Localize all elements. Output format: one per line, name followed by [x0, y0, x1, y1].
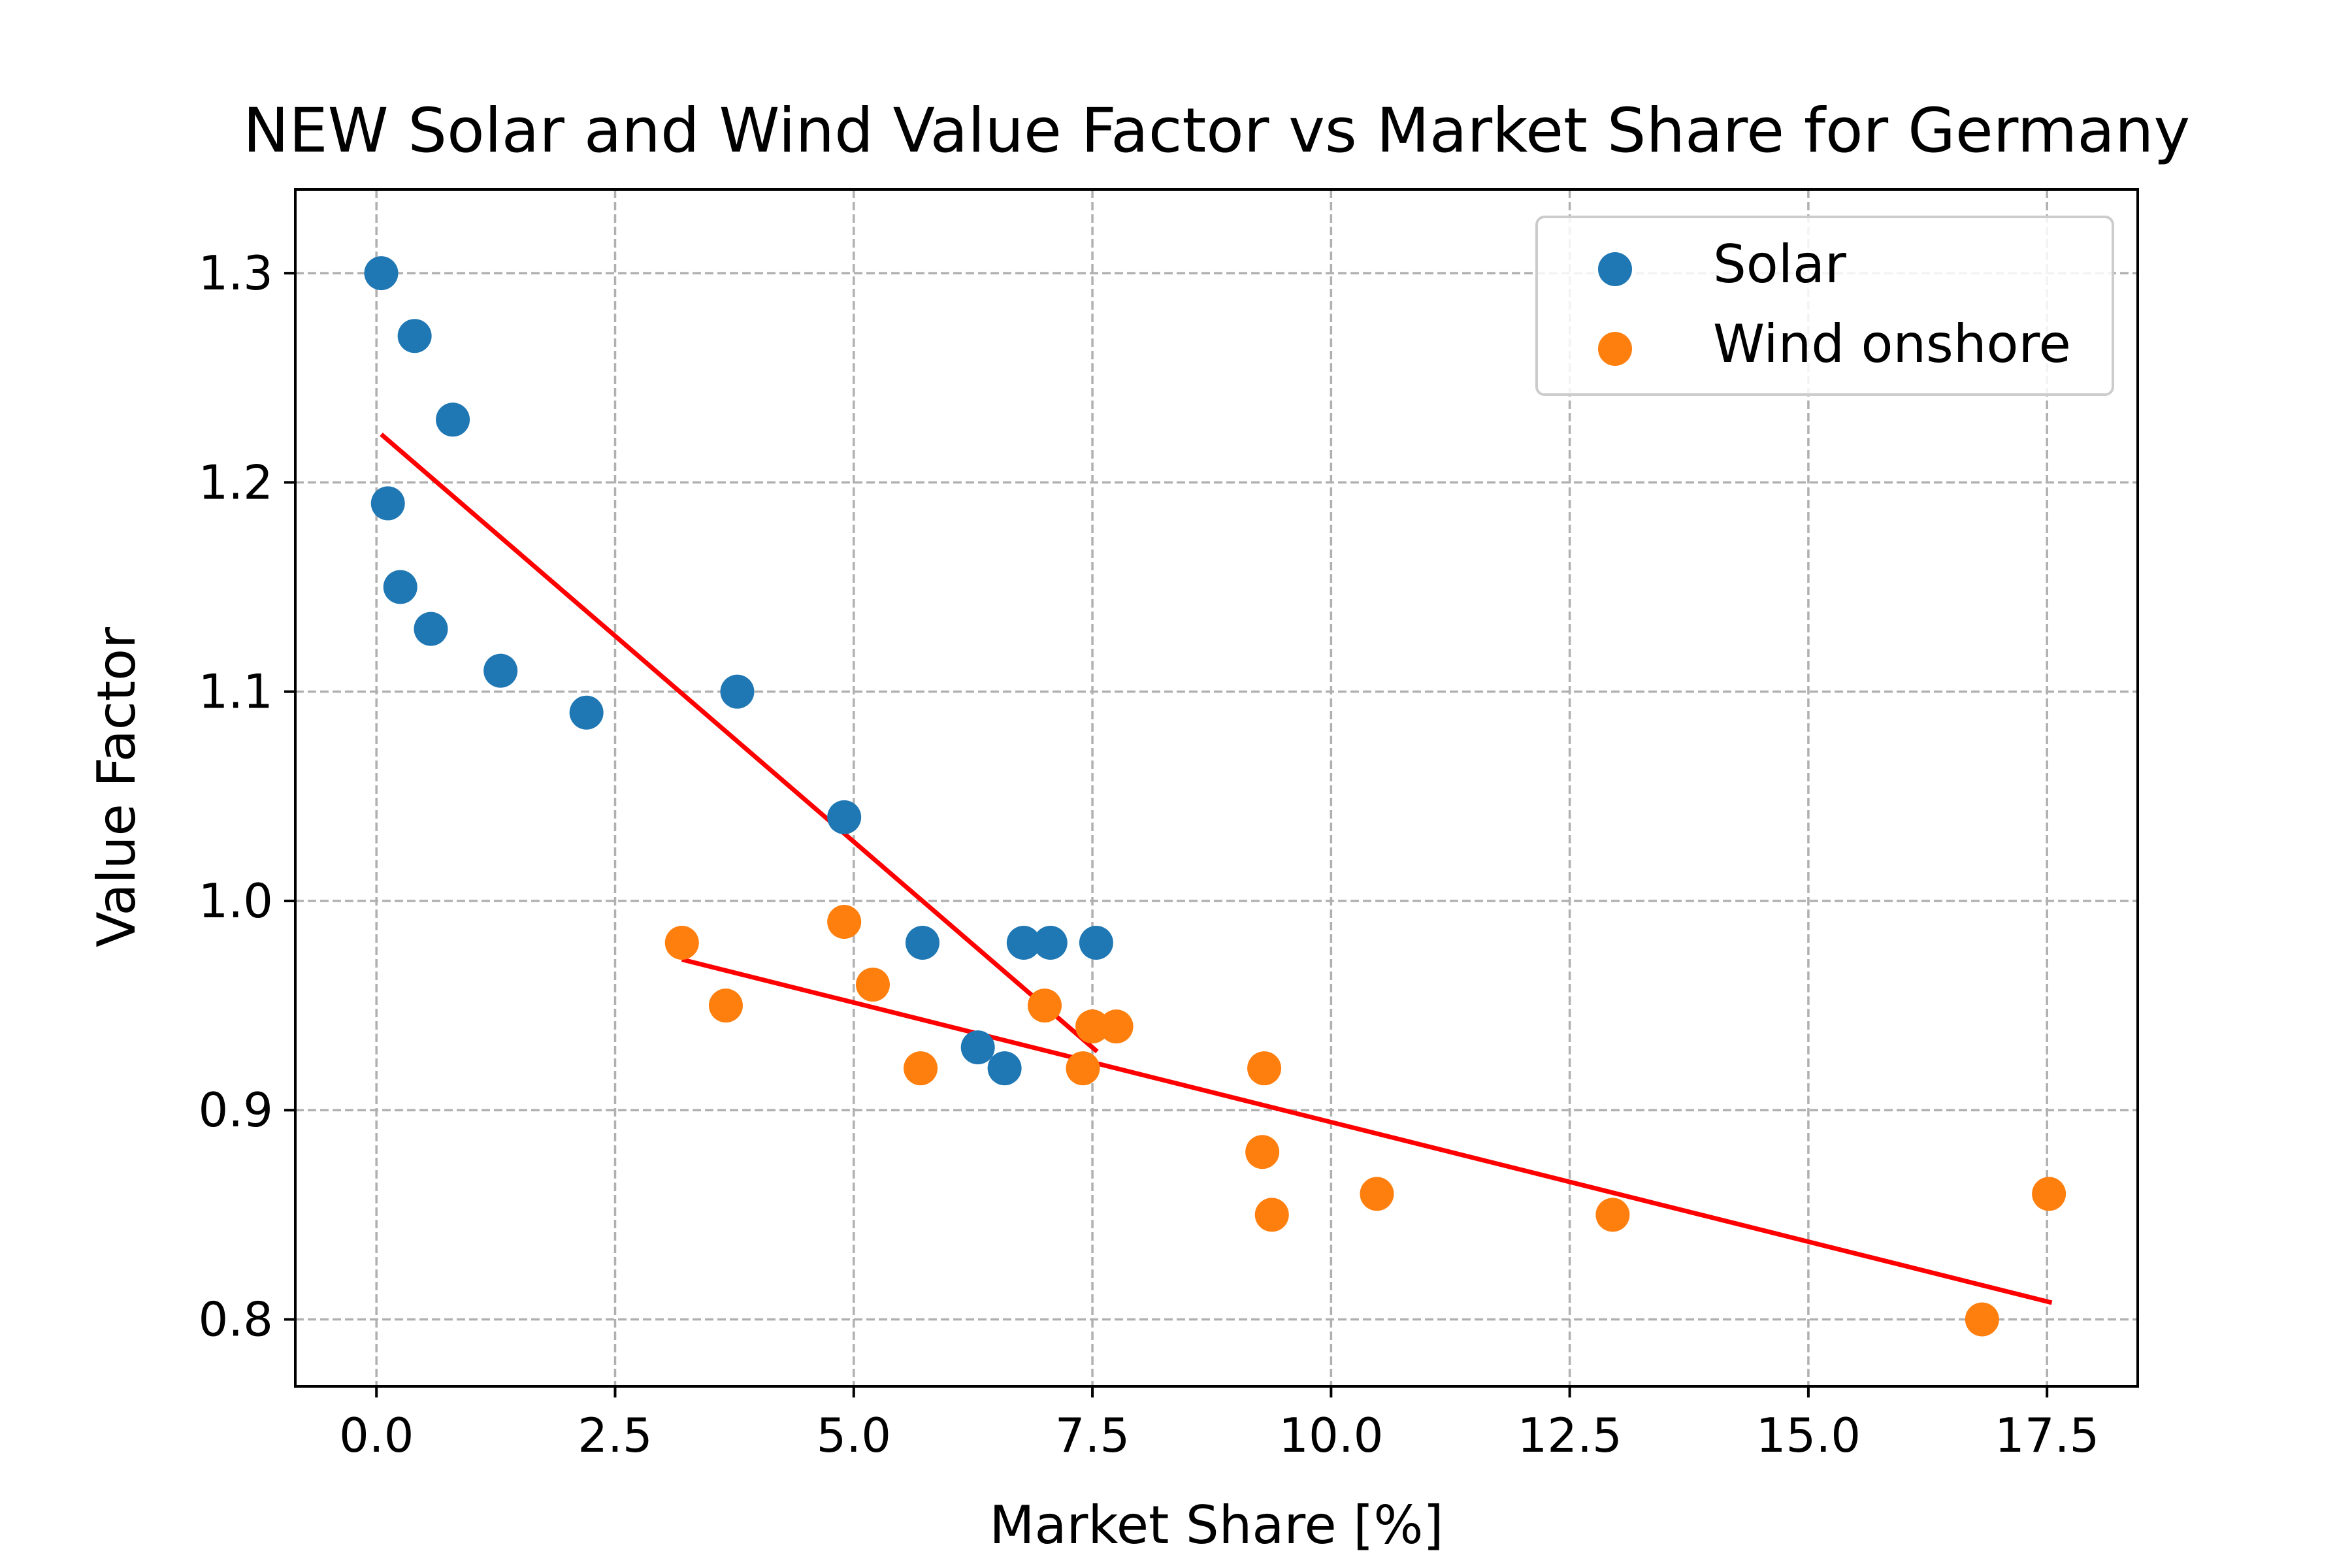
data-point-wind-onshore [708, 988, 743, 1023]
trendline-solar [380, 433, 1099, 1054]
y-tick-label: 1.1 [198, 664, 273, 719]
data-point-solar [414, 612, 448, 646]
data-point-wind-onshore [1099, 1009, 1134, 1044]
data-point-solar [569, 695, 604, 730]
data-point-wind-onshore [827, 904, 862, 939]
data-point-wind-onshore [2032, 1177, 2066, 1211]
plot-frame [294, 188, 2139, 1388]
data-point-solar [383, 570, 417, 604]
data-point-wind-onshore [664, 926, 699, 960]
x-tick-label: 2.5 [578, 1408, 653, 1463]
data-point-solar [364, 256, 399, 291]
x-tick-label: 15.0 [1756, 1408, 1861, 1463]
legend-marker-solar [1598, 252, 1632, 286]
data-point-solar [987, 1051, 1022, 1086]
chart-title: NEW Solar and Wind Value Factor vs Marke… [243, 95, 2190, 167]
legend: Solar Wind onshore [1535, 216, 2114, 396]
data-point-wind-onshore [1075, 1009, 1110, 1044]
x-tick-label: 10.0 [1279, 1408, 1383, 1463]
data-point-wind-onshore [1254, 1198, 1289, 1232]
data-point-solar [397, 319, 432, 353]
data-point-wind-onshore [1027, 988, 1062, 1023]
x-tick-label: 5.0 [817, 1408, 892, 1463]
data-point-solar [1006, 926, 1041, 960]
y-tick-label: 0.8 [198, 1292, 273, 1347]
data-point-solar [720, 674, 755, 709]
data-point-wind-onshore [1245, 1135, 1280, 1169]
x-tick-label: 0.0 [339, 1408, 414, 1463]
legend-frame [1535, 216, 2114, 396]
x-tick-label: 12.5 [1517, 1408, 1622, 1463]
legend-label-wind-onshore: Wind onshore [1713, 314, 2071, 374]
data-point-solar [483, 653, 518, 688]
y-axis-label: Value Factor [86, 627, 147, 947]
x-tick-label: 7.5 [1055, 1408, 1130, 1463]
y-tick-label: 1.2 [198, 455, 273, 510]
data-point-wind-onshore [1595, 1198, 1630, 1232]
data-point-wind-onshore [855, 968, 890, 1002]
trendlines [380, 433, 2053, 1305]
data-point-wind-onshore [904, 1051, 938, 1086]
data-point-solar [960, 1030, 995, 1065]
data-point-wind-onshore [1066, 1051, 1100, 1086]
x-tick-label: 17.5 [1995, 1408, 2099, 1463]
y-tick-label: 1.3 [198, 246, 273, 301]
x-axis-label: Market Share [%] [989, 1495, 1443, 1556]
data-point-solar [1033, 926, 1068, 960]
data-point-solar [827, 800, 862, 834]
data-point-solar [905, 926, 939, 960]
trendline-wind-onshore [681, 957, 2053, 1305]
legend-label-solar: Solar [1713, 234, 1846, 295]
data-point-wind-onshore [1247, 1051, 1282, 1086]
legend-marker-wind-onshore [1598, 332, 1632, 366]
data-point-solar [436, 402, 470, 437]
data-point-solar [370, 486, 405, 521]
data-point-wind-onshore [1360, 1177, 1394, 1211]
data-point-wind-onshore [1965, 1302, 1999, 1337]
y-tick-label: 1.0 [198, 874, 273, 928]
y-tick-label: 0.9 [198, 1083, 273, 1137]
y-axis: 0.8 0.9 1.0 1.1 1.2 1.3 [198, 246, 295, 1347]
data-point-solar [1079, 926, 1113, 960]
data-points [364, 256, 2066, 1337]
x-axis: 0.0 2.5 5.0 7.5 10.0 12.5 15.0 17.5 [339, 1386, 2099, 1463]
